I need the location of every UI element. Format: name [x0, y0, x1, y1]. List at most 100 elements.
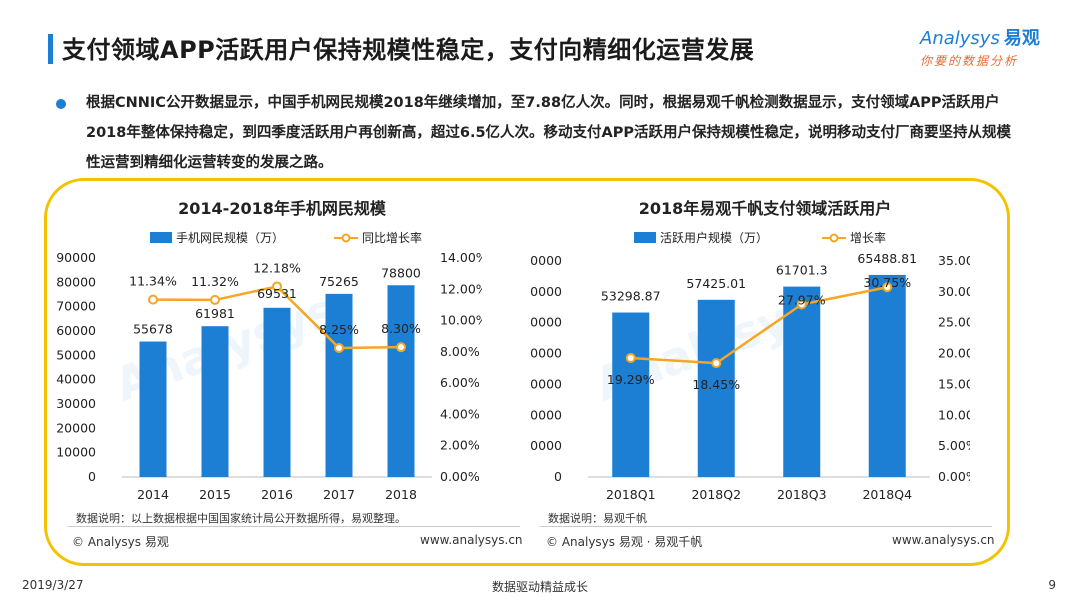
bar-data-label: 65488.81 [857, 251, 917, 266]
line-point [210, 294, 220, 305]
bar [612, 312, 650, 477]
line-point [711, 358, 722, 369]
line-data-label: 12.18% [253, 260, 301, 275]
legend-bar-swatch [150, 232, 172, 243]
footer-date: 2019/3/27 [22, 578, 84, 592]
bar-data-label: 61981 [195, 306, 235, 321]
y-tick-label: 10000 [530, 438, 562, 453]
line-point [796, 299, 807, 310]
chart2-title: 2018年易观千帆支付领域活跃用户 [639, 199, 892, 218]
charts-frame [44, 178, 1010, 566]
line-point [334, 342, 344, 353]
bar [868, 274, 906, 477]
logo-text: nalysys [932, 28, 1000, 49]
legend-line-label: 同比增长率 [362, 230, 422, 245]
x-tick-label: 2018Q3 [777, 487, 827, 502]
chart1-separator [68, 526, 520, 527]
y-tick-label: 10000 [56, 445, 96, 460]
legend-line-marker [829, 233, 839, 243]
chart2-separator [540, 526, 992, 527]
bar-data-label: 55678 [133, 322, 173, 337]
summary-text: 根据CNNIC公开数据显示，中国手机网民规模2018年继续增加，至7.88亿人次… [86, 95, 1012, 171]
y2-tick-label: 0.00% [938, 469, 970, 484]
y2-tick-label: 5.00% [938, 438, 970, 453]
y-tick-label: 20000 [530, 407, 562, 422]
y2-tick-label: 4.00% [440, 406, 480, 421]
x-tick-label: 2017 [323, 487, 355, 502]
x-tick-label: 2015 [199, 487, 231, 502]
chart1-title: 2014-2018年手机网民规模 [178, 199, 387, 218]
legend-line-marker [341, 233, 351, 243]
y2-tick-label: 0.00% [440, 469, 480, 484]
bar-data-label: 75265 [319, 274, 359, 289]
y2-tick-label: 10.00% [440, 313, 482, 328]
logo-initial: A [920, 28, 933, 49]
logo-slogan: 你要的数据分析 [920, 54, 1019, 68]
legend-line-label: 增长率 [850, 230, 886, 245]
y2-tick-label: 35.00% [938, 253, 970, 268]
growth-line [630, 286, 888, 365]
legend-bar-label: 活跃用户规模（万） [660, 230, 768, 245]
x-tick-label: 2018Q4 [862, 487, 912, 502]
y-tick-label: 0 [88, 469, 96, 484]
chart1-url[interactable]: www.analysys.cn [420, 533, 523, 547]
legend-bar-swatch [634, 232, 656, 243]
line-point [272, 281, 282, 292]
y-tick-label: 30000 [56, 396, 96, 411]
x-tick-label: 2018Q1 [606, 487, 656, 502]
y2-tick-label: 10.00% [938, 407, 970, 422]
y-tick-label: 80000 [56, 274, 96, 289]
line-point [625, 352, 636, 363]
title-accent-bar [48, 34, 53, 64]
line-data-label: 19.29% [607, 372, 655, 387]
y2-tick-label: 15.00% [938, 376, 970, 391]
footer-slogan: 数据驱动精益成长 [491, 580, 588, 594]
bar [139, 341, 167, 477]
line-point [396, 342, 406, 353]
y-tick-label: 40000 [56, 372, 96, 387]
chart1-note: 数据说明：以上数据根据中国国家统计局公开数据所得，易观整理。 [76, 512, 406, 525]
chart1-source: © Analysys 易观 [72, 535, 169, 549]
y-tick-label: 60000 [56, 323, 96, 338]
y2-tick-label: 25.00% [938, 315, 970, 330]
bar-data-label: 78800 [381, 265, 421, 280]
analysys-logo: Analysys 易观 你要的数据分析 [920, 24, 1060, 70]
y2-tick-label: 2.00% [440, 438, 480, 453]
y-tick-label: 0 [554, 469, 562, 484]
line-data-label: 27.97% [778, 292, 826, 307]
bar-data-label: 53298.87 [601, 289, 661, 304]
bar [697, 299, 735, 477]
bar [783, 286, 821, 477]
chart2-source: © Analysys 易观 · 易观千帆 [546, 535, 703, 549]
bar [325, 293, 353, 477]
y-tick-label: 40000 [530, 346, 562, 361]
y-tick-label: 60000 [530, 284, 562, 299]
line-data-label: 11.32% [191, 274, 239, 289]
y-tick-label: 20000 [56, 420, 96, 435]
y2-tick-label: 12.00% [440, 281, 482, 296]
bullet-dot-icon [56, 99, 66, 109]
y-tick-label: 70000 [56, 299, 96, 314]
y2-tick-label: 14.00% [440, 250, 482, 265]
line-data-label: 11.34% [129, 274, 177, 289]
x-tick-label: 2014 [137, 487, 169, 502]
page-title: 支付领域APP活跃用户保持规模性稳定，支付向精细化运营发展 [62, 36, 755, 64]
y-tick-label: 90000 [56, 250, 96, 265]
y2-tick-label: 6.00% [440, 375, 480, 390]
bar-data-label: 61701.3 [776, 263, 828, 278]
y2-tick-label: 30.00% [938, 284, 970, 299]
chart2-note: 数据说明：易观千帆 [548, 512, 647, 525]
line-data-label: 8.25% [319, 322, 359, 337]
line-data-label: 18.45% [692, 377, 740, 392]
chart2-url[interactable]: www.analysys.cn [892, 533, 995, 547]
line-data-label: 30.75% [863, 275, 911, 290]
logo-cn: 易观 [1003, 28, 1040, 49]
bar [263, 307, 291, 477]
line-data-label: 8.30% [381, 321, 421, 336]
y2-tick-label: 8.00% [440, 344, 480, 359]
x-tick-label: 2018 [385, 487, 417, 502]
line-point [882, 282, 893, 293]
bar [201, 326, 229, 477]
x-tick-label: 2018Q2 [691, 487, 741, 502]
